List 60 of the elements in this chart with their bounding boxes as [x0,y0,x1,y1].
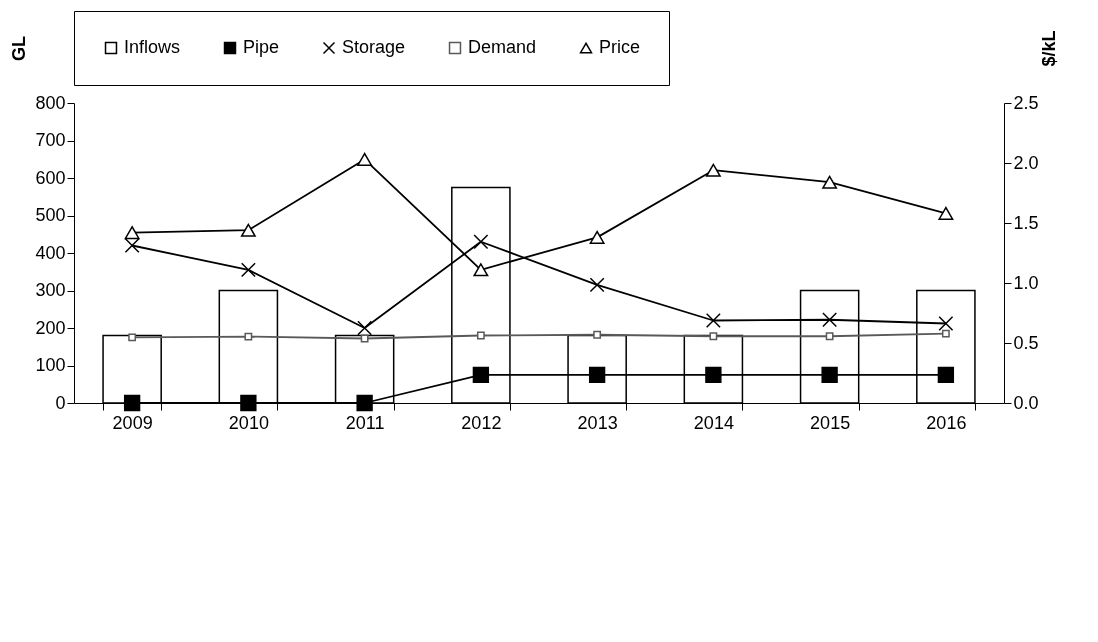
point [240,262,256,278]
point [589,277,605,293]
y-tick-label: 200 [35,317,66,338]
point [240,223,256,237]
x-tick-label: 2011 [345,412,385,433]
point [473,234,489,250]
y-tick-label: 0 [55,392,66,413]
point [938,206,954,220]
x-tick-label: 2013 [577,412,618,433]
y-axis-title: GL [8,36,29,61]
legend-label: Inflows [124,37,181,57]
point [589,230,605,244]
point [937,366,955,384]
y-tick-label: 100 [35,355,66,375]
point [124,226,140,240]
y2-tick-label: 1.0 [1013,272,1039,293]
point [941,329,950,338]
x-tick-label: 2015 [810,412,851,433]
point [357,152,373,166]
point [938,316,954,331]
point [705,163,721,177]
point [124,238,140,253]
point [705,313,721,328]
y-tick-label: 500 [35,205,66,225]
point [709,332,718,341]
x-tick-label: 2009 [112,412,153,433]
y2-tick-label: 1.5 [1013,212,1039,233]
x-tick-label: 2012 [461,412,502,433]
point [357,320,373,336]
legend-label: Price [599,37,641,57]
point [593,330,602,339]
y2-tick-label: 0.5 [1013,332,1039,353]
point [356,394,373,412]
x-tick-label: 2010 [228,412,269,433]
point [822,175,838,189]
y2-axis-title: $/kL [1038,30,1059,67]
y-tick-label: 800 [35,92,66,113]
y2-tick-label: 2.5 [1013,92,1039,113]
x-tick-label: 2016 [926,412,967,433]
point [472,366,490,384]
point [825,332,834,341]
point [473,263,489,277]
legend-label: Storage [342,37,406,57]
point [821,366,838,384]
point [476,331,485,340]
y-tick-label: 600 [35,167,66,188]
legend-label: Pipe [243,37,280,57]
y-tick-label: 700 [35,130,66,150]
point [360,334,369,343]
point [244,332,253,341]
point [240,394,257,412]
y-tick-label: 300 [35,280,66,300]
y2-tick-label: 2.0 [1013,152,1039,173]
point [123,394,141,412]
y2-tick-label: 0.0 [1013,392,1039,413]
y-tick-label: 400 [35,242,66,263]
x-tick-label: 2014 [693,412,734,433]
legend-label: Demand [468,37,537,57]
point [128,333,137,342]
point [822,312,838,328]
